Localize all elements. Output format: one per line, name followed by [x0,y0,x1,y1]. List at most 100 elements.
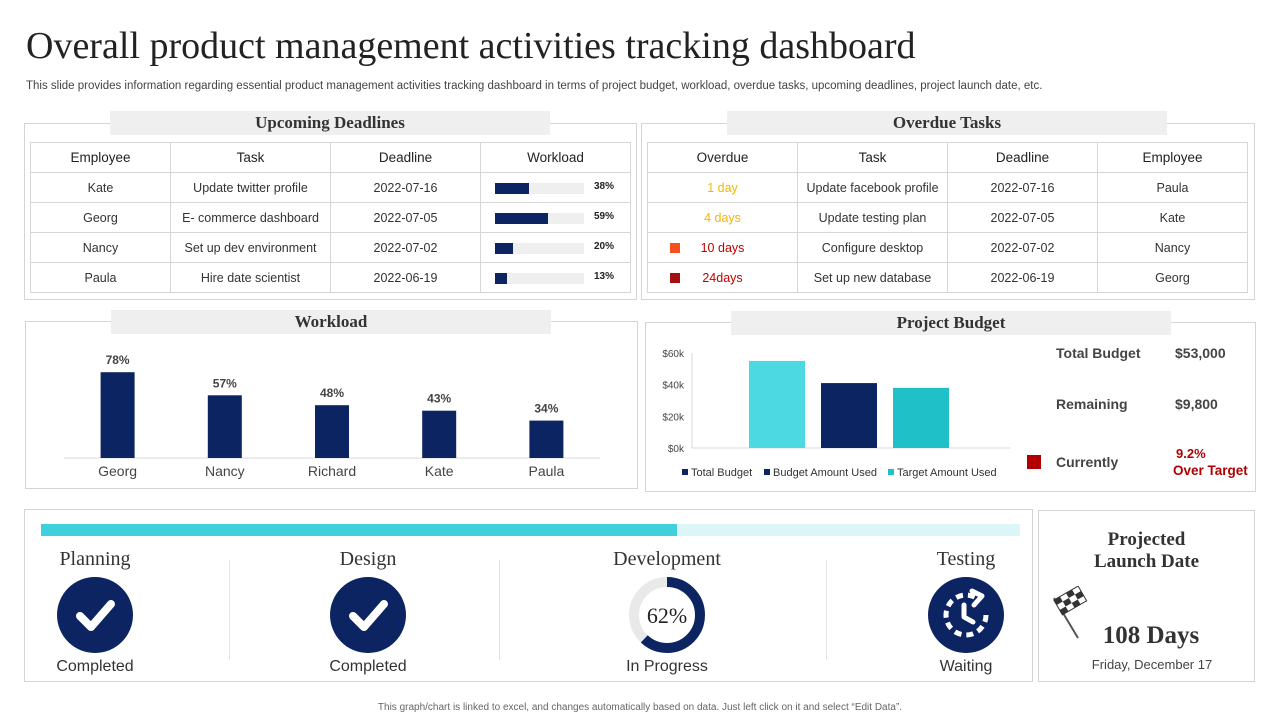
workload-bar-paula [529,420,564,458]
deadline-cell: 2022-07-05 [330,202,481,233]
employee-cell: Kate [30,172,171,203]
table-row: 24days Set up new database 2022-06-19 Georg [647,262,1248,293]
deadline-cell: 2022-06-19 [330,262,481,293]
task-cell: Configure desktop [797,232,948,263]
workload-bar-track [495,273,584,284]
workload-cell: 20% [480,232,631,263]
workload-bar-richard [315,405,349,458]
donut-progress-arc [629,577,705,653]
stage-design-label: Design [339,548,397,570]
legend-swatch [764,469,770,475]
table-row: 4 days Update testing plan 2022-07-05 Kate [647,202,1248,233]
workload-bar-fill [495,243,513,254]
workload-bar-fill [495,273,507,284]
workload-data-label: 48% [320,386,344,400]
workload-title: Workload [111,310,551,334]
task-cell: E- commerce dashboard [170,202,331,233]
workload-category-label: Georg [98,463,137,479]
task-cell: Update twitter profile [170,172,331,203]
deadline-cell: 2022-07-16 [330,172,481,203]
workload-cell: 59% [480,202,631,233]
legend-label: Budget Amount Used [773,467,877,479]
stage-divider [229,560,230,660]
column-header-employee: Employee [1097,142,1248,173]
workload-category-label: Nancy [205,463,245,479]
task-cell: Set up dev environment [170,232,331,263]
column-header-employee: Employee [30,142,171,173]
column-header-deadline: Deadline [947,142,1098,173]
workload-data-label: 43% [427,392,451,406]
overdue-days: 24days [702,270,743,285]
column-header-task: Task [797,142,948,173]
page-subtitle: This slide provides information regardin… [26,80,1043,92]
stage-testing-status: Waiting [939,658,993,675]
deadline-cell: 2022-07-02 [947,232,1098,263]
legend-label: Target Amount Used [897,467,997,479]
table-row: Kate Update twitter profile 2022-07-16 38% [30,172,631,203]
workload-percent: 20% [593,241,614,252]
upcoming-deadlines-title: Upcoming Deadlines [110,111,550,135]
workload-bar-georg [100,372,135,458]
project-budget-panel [645,322,1256,492]
upcoming-deadlines-table: Employee Task Deadline Workload Kate Upda… [30,142,631,293]
stage-planning-status: Completed [56,658,134,675]
legend-label: Total Budget [691,467,752,479]
task-cell: Set up new database [797,262,948,293]
employee-cell: Nancy [1097,232,1248,263]
workload-cell: 38% [480,172,631,203]
project-progress-panel [24,509,1033,682]
budget-bar-budget-amount-used [821,383,877,448]
workload-category-label: Richard [308,463,356,479]
workload-bar-track [495,213,584,224]
legend-swatch [682,469,688,475]
workload-chart: 78% Georg 57% Nancy 48% Richard 43% Kate 34% Paul… [64,353,600,479]
y-tick-label: $0k [668,444,685,455]
overdue-cell: 24days [647,262,798,293]
budget-bar-target-amount-used [893,387,949,448]
workload-bar-track [495,183,584,194]
table-row: Nancy Set up dev environment 2022-07-02 20% [30,232,631,263]
workload-bar-fill [495,183,529,194]
stage-development-status: In Progress [626,658,708,675]
overdue-days: 1 day [707,180,738,195]
deadline-cell: 2022-06-19 [947,262,1098,293]
workload-category-label: Paula [528,463,564,479]
overdue-days: 4 days [704,210,741,225]
stage-design-status: Completed [329,658,407,675]
project-budget-chart: $0k $20k $40k $60k Total Budget Budget Amount… [662,349,1010,479]
task-cell: Update facebook profile [797,172,948,203]
table-row: 1 day Update facebook profile 2022-07-16 Pa… [647,172,1248,203]
stage-divider [826,560,827,660]
currently-marker [1027,455,1041,469]
workload-percent: 38% [593,181,614,192]
employee-cell: Nancy [30,232,171,263]
overdue-marker-icon [670,273,680,283]
launch-title-line2: Launch Date [1093,551,1200,572]
currently-note: Over Target [1173,463,1248,478]
y-tick-label: $60k [662,349,685,360]
budget-bar-total-budget [749,360,805,448]
footer-note: This graph/chart is linked to excel, and… [377,702,903,713]
workload-percent: 59% [593,211,614,222]
workload-category-label: Kate [425,463,454,479]
workload-percent: 13% [593,271,614,282]
launch-days: 108 Days [1102,622,1200,649]
total-budget-label: Total Budget [1056,345,1141,361]
stage-planning-label: Planning [59,548,131,570]
overdue-cell: 10 days [647,232,798,263]
column-header-overdue: Overdue [647,142,798,173]
check-icon [57,577,133,653]
employee-cell: Georg [1097,262,1248,293]
column-header-deadline: Deadline [330,142,481,173]
employee-cell: Paula [1097,172,1248,203]
launch-title-line1: Projected [1107,529,1186,550]
project-progress-fill [41,524,678,536]
workload-bar-nancy [207,395,242,458]
workload-data-label: 57% [213,376,237,390]
task-cell: Update testing plan [797,202,948,233]
currently-label: Currently [1056,454,1119,470]
stage-testing-label: Testing [936,548,996,570]
workload-data-label: 34% [534,402,558,416]
workload-data-label: 78% [106,353,130,367]
column-header-task: Task [170,142,331,173]
